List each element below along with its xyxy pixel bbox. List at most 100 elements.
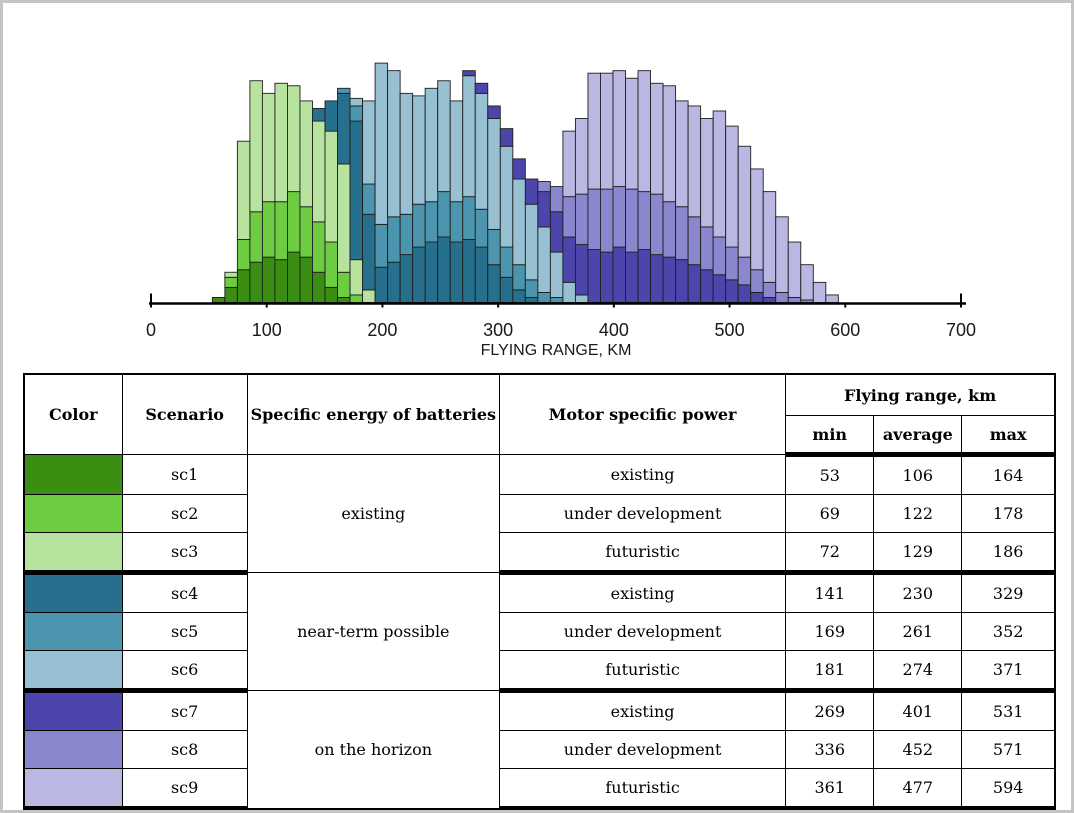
histogram-bar-sc4 xyxy=(499,276,514,303)
histogram-bar-sc4 xyxy=(424,241,439,303)
x-tick-label: 600 xyxy=(830,320,860,340)
histogram-bar-sc1 xyxy=(261,256,276,303)
histogram-bar-sc7 xyxy=(537,191,551,228)
histogram-bar-sc6 xyxy=(487,118,501,230)
col-header-flying-range: Flying range, km xyxy=(785,373,1056,416)
histogram-bar-sc7 xyxy=(587,249,601,303)
histogram-bar-sc8 xyxy=(612,186,626,248)
histogram-bar-sc7 xyxy=(549,211,564,253)
histogram-bar-sc9 xyxy=(737,145,752,258)
histogram-bar-sc4 xyxy=(374,266,389,303)
color-swatch-sc1 xyxy=(23,454,123,495)
histogram-bar-sc8 xyxy=(687,216,702,266)
histogram-bar-sc2 xyxy=(349,294,364,303)
min-cell: 141 xyxy=(785,572,875,613)
histogram-bar-sc9 xyxy=(600,72,614,190)
histogram-bar-sc9 xyxy=(787,241,802,298)
histogram-bar-sc3 xyxy=(324,130,338,243)
histogram-bar-sc7 xyxy=(474,82,489,94)
x-tick-label: 0 xyxy=(146,320,156,340)
histogram-bar-sc7 xyxy=(737,284,752,303)
histogram-bar-sc6 xyxy=(562,281,576,303)
histogram-bar-sc8 xyxy=(537,181,551,193)
histogram-bar-sc1 xyxy=(274,259,288,303)
histogram-bar-sc4 xyxy=(487,264,501,303)
table-row-sc6: sc6 futuristic 181 274 371 xyxy=(23,650,1056,693)
scenario-cell: sc9 xyxy=(121,768,248,810)
histogram-bar-sc6 xyxy=(374,62,389,225)
histogram-bar-sc3 xyxy=(362,289,376,303)
histogram-bar-sc9 xyxy=(687,105,702,218)
color-swatch-sc7 xyxy=(23,690,123,731)
histogram-bar-sc7 xyxy=(612,246,626,303)
histogram-bar-sc2 xyxy=(324,241,338,288)
histogram-bar-sc6 xyxy=(349,97,364,107)
color-swatch-sc8 xyxy=(23,730,123,769)
histogram-bar-sc3 xyxy=(249,80,263,213)
scenario-cell: sc3 xyxy=(121,532,248,575)
histogram-bar-sc7 xyxy=(462,70,476,77)
histogram-bar-sc7 xyxy=(574,244,589,296)
histogram-bar-sc5 xyxy=(349,105,364,122)
col-header-battery: Specific energy of batteries xyxy=(246,373,500,455)
histogram-bar-sc5 xyxy=(524,279,539,298)
col-header-min: min xyxy=(785,415,875,457)
x-tick-label: 400 xyxy=(599,320,629,340)
histogram-bar-sc7 xyxy=(725,279,739,303)
max-cell: 352 xyxy=(961,612,1056,651)
histogram-bar-sc8 xyxy=(574,193,589,245)
histogram-bar-sc6 xyxy=(499,145,514,248)
scenario-cell: sc2 xyxy=(121,494,248,533)
histogram-bar-sc4 xyxy=(337,92,351,165)
histogram-bar-sc5 xyxy=(487,228,501,266)
max-cell: 178 xyxy=(961,494,1056,533)
table-row-sc9: sc9 futuristic 361 477 594 xyxy=(23,768,1056,810)
scenario-cell: sc5 xyxy=(121,612,248,651)
battery-cell: near-term possible xyxy=(246,572,500,691)
x-tick-label: 100 xyxy=(252,320,282,340)
histogram-bar-sc5 xyxy=(512,264,526,291)
histogram-bar-sc6 xyxy=(437,80,451,193)
motor-cell: under development xyxy=(498,494,787,533)
min-cell: 53 xyxy=(785,454,875,495)
histogram-bar-sc3 xyxy=(274,82,288,203)
average-cell: 122 xyxy=(873,494,963,533)
histogram-bar-sc1 xyxy=(236,269,251,303)
histogram-bar-sc8 xyxy=(750,269,764,293)
x-axis: 0 100 200 300 400 500 600 700 xyxy=(146,293,976,340)
min-cell: 169 xyxy=(785,612,875,651)
histogram-bar-sc3 xyxy=(287,85,301,193)
histogram-bar-sc7 xyxy=(675,259,689,303)
histogram-bar-sc6 xyxy=(574,294,589,303)
histogram-bar-sc4 xyxy=(462,239,476,303)
histogram-bar-sc4 xyxy=(362,213,376,291)
histogram-bar-sc9 xyxy=(762,191,777,283)
histogram-bar-sc5 xyxy=(337,87,351,94)
color-swatch-sc9 xyxy=(23,768,123,810)
histogram-bar-sc4 xyxy=(474,246,489,303)
max-cell: 571 xyxy=(961,730,1056,769)
histogram-bar-sc4 xyxy=(312,108,326,122)
histogram-bar-sc4 xyxy=(387,261,401,303)
histogram-bar-sc9 xyxy=(587,72,601,190)
histogram-bar-sc2 xyxy=(274,201,288,261)
histogram-bar-sc5 xyxy=(537,291,551,303)
min-cell: 72 xyxy=(785,532,875,575)
histogram-bar-sc2 xyxy=(287,191,301,253)
histogram-bar-sc6 xyxy=(512,178,526,266)
histogram-bar-sc8 xyxy=(600,188,614,253)
histogram-bar-sc5 xyxy=(449,201,464,243)
histogram-bar-sc7 xyxy=(625,251,639,303)
average-cell: 129 xyxy=(873,532,963,575)
histogram-bar-sc5 xyxy=(437,191,451,238)
histogram-bar-sc6 xyxy=(537,226,551,293)
x-axis-title: FLYING RANGE, KM xyxy=(481,342,632,359)
histogram-bar-sc3 xyxy=(224,271,238,278)
average-cell: 401 xyxy=(873,690,963,731)
histogram-bar-sc9 xyxy=(700,118,714,228)
histogram-bar-sc5 xyxy=(387,216,401,263)
histogram-bar-sc3 xyxy=(337,163,351,273)
col-header-max: max xyxy=(961,415,1056,457)
color-swatch-sc2 xyxy=(23,494,123,533)
histogram-bar-sc5 xyxy=(499,246,514,278)
